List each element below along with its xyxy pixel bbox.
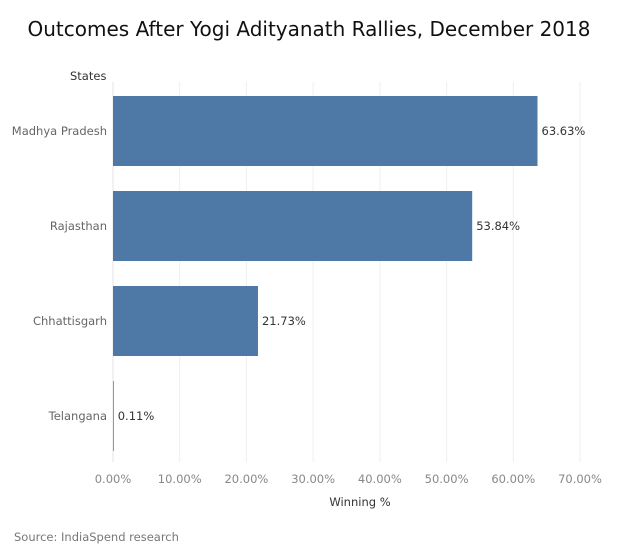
source-note: Source: IndiaSpend research (14, 530, 179, 544)
x-tick-label: 40.00% (358, 472, 402, 486)
x-axis-title: Winning % (329, 495, 390, 509)
category-labels: Madhya Pradesh Rajasthan Chhattisgarh Telan… (12, 124, 107, 423)
x-tick-label: 30.00% (291, 472, 335, 486)
x-tick-label: 70.00% (558, 472, 602, 486)
chart-title: Outcomes After Yogi Adityanath Rallies, … (28, 17, 591, 41)
x-tick-labels: 0.00% 10.00% 20.00% 30.00% 40.00% 50.00% 60.00… (95, 472, 602, 486)
bar-telangana (113, 381, 114, 451)
category-label: Madhya Pradesh (12, 124, 107, 138)
value-label: 0.11% (118, 409, 155, 423)
x-tick-label: 60.00% (491, 472, 535, 486)
value-label: 63.63% (542, 124, 586, 138)
category-label: Chhattisgarh (33, 314, 107, 328)
x-tick-label: 20.00% (224, 472, 268, 486)
x-tick-label: 50.00% (425, 472, 469, 486)
value-label: 21.73% (262, 314, 306, 328)
category-label: Telangana (48, 409, 107, 423)
x-tick-label: 0.00% (95, 472, 132, 486)
x-tick-label: 10.00% (158, 472, 202, 486)
value-labels: 63.63% 53.84% 21.73% 0.11% (118, 124, 586, 423)
bar-chhattisgarh (113, 286, 258, 356)
bar-madhya-pradesh (113, 96, 538, 166)
states-header: States (70, 69, 106, 83)
bars (113, 96, 538, 451)
value-label: 53.84% (476, 219, 520, 233)
bar-rajasthan (113, 191, 473, 261)
category-label: Rajasthan (50, 219, 107, 233)
